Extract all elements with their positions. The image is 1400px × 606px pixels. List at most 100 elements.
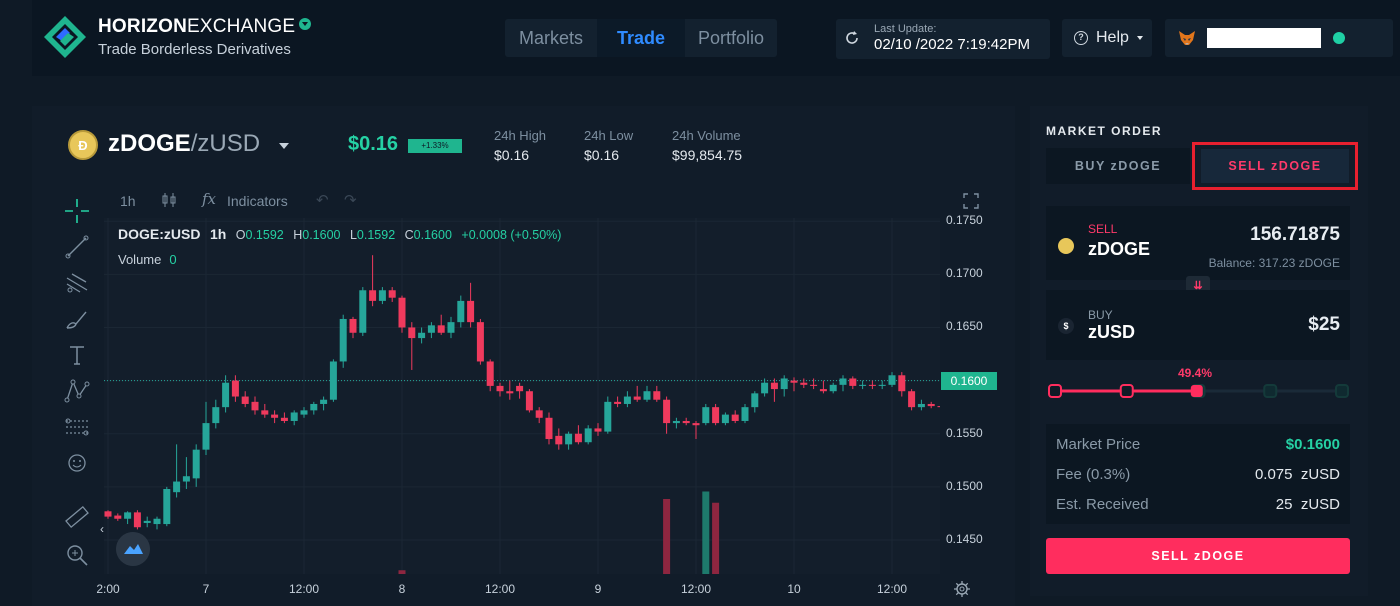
collapse-arrow-icon[interactable]: ‹ bbox=[100, 522, 104, 536]
sell-amount-box[interactable]: SELL zDOGE 156.71875 Balance: 317.23 zDO… bbox=[1046, 206, 1350, 280]
pattern-icon[interactable] bbox=[62, 376, 92, 406]
y-tick-label: 0.1500 bbox=[946, 478, 983, 493]
forecast-icon[interactable] bbox=[62, 412, 92, 442]
tradingview-logo-icon[interactable] bbox=[116, 532, 150, 566]
crosshair-icon[interactable] bbox=[62, 196, 92, 226]
buy-amount-input[interactable]: $25 bbox=[1308, 314, 1340, 335]
help-menu[interactable]: ? Help bbox=[1062, 19, 1152, 57]
price-change-badge: +1.33% bbox=[408, 139, 462, 153]
brand-dropdown-icon[interactable] bbox=[299, 18, 312, 30]
nav-portfolio[interactable]: Portfolio bbox=[697, 28, 765, 48]
fullscreen-icon[interactable] bbox=[962, 192, 980, 210]
slider-step-marker[interactable] bbox=[1119, 384, 1134, 398]
received-amount: 25 bbox=[1275, 496, 1293, 513]
candlestick-icon[interactable] bbox=[160, 191, 178, 209]
candle bbox=[408, 327, 416, 339]
candle bbox=[486, 361, 494, 386]
received-row: Est. Received 25 zUSD bbox=[1056, 496, 1340, 513]
candle bbox=[721, 414, 729, 424]
time-axis[interactable]: 2:00 7 12:00 8 12:00 9 12:00 10 12:00 bbox=[96, 576, 940, 606]
y-tick-label: 0.1550 bbox=[946, 425, 983, 440]
ohlc-change: +0.0008 (+0.50%) bbox=[461, 228, 562, 242]
brand-name[interactable]: HORIZONEXCHANGE bbox=[98, 16, 312, 38]
candlestick-chart[interactable] bbox=[104, 218, 940, 574]
indicators-button[interactable]: Indicators bbox=[227, 193, 288, 209]
brand-light: EXCHANGE bbox=[187, 16, 296, 37]
stat-24h-low: 24h Low $0.16 bbox=[584, 128, 633, 163]
slider-step-marker[interactable] bbox=[1048, 384, 1062, 398]
buy-amount-box[interactable]: $ BUY zUSD $25 bbox=[1046, 290, 1350, 360]
tab-sell[interactable]: SELL zDOGE bbox=[1201, 149, 1349, 183]
sell-kind-label: SELL bbox=[1088, 222, 1118, 236]
refresh-icon[interactable] bbox=[844, 30, 860, 46]
candle bbox=[222, 382, 230, 408]
market-price-row: Market Price $0.1600 bbox=[1056, 436, 1340, 453]
fee-amount: 0.075 bbox=[1254, 466, 1293, 483]
doge-coin-icon bbox=[1058, 238, 1074, 254]
price-chart[interactable]: DOGE:zUSD 1h O0.1592 H0.1600 L0.1592 C0.… bbox=[104, 218, 940, 574]
volume-legend: Volume 0 bbox=[118, 252, 177, 267]
stat-label: 24h Low bbox=[584, 128, 634, 143]
ruler-icon[interactable] bbox=[62, 502, 92, 532]
pair-quote: /zUSD bbox=[190, 130, 261, 157]
brush-icon[interactable] bbox=[62, 304, 92, 334]
candle bbox=[888, 375, 896, 385]
candle bbox=[878, 384, 886, 386]
slider-track[interactable] bbox=[1046, 366, 1356, 406]
nav-markets[interactable]: Markets bbox=[518, 28, 583, 48]
market-price-label: Market Price bbox=[1056, 436, 1141, 453]
candle bbox=[506, 391, 514, 394]
emoji-icon[interactable] bbox=[62, 448, 92, 478]
candle bbox=[643, 391, 651, 400]
connection-status-dot bbox=[1333, 32, 1345, 44]
candle bbox=[437, 325, 445, 333]
y-tick-label: 0.1450 bbox=[946, 531, 983, 546]
tab-buy[interactable]: BUY zDOGE bbox=[1046, 148, 1190, 184]
wallet-button[interactable] bbox=[1165, 19, 1393, 57]
gear-icon[interactable] bbox=[953, 580, 971, 598]
stat-24h-volume: 24h Volume $99,854.75 bbox=[672, 128, 742, 163]
candle bbox=[731, 414, 739, 421]
zoom-icon[interactable] bbox=[62, 540, 92, 570]
sell-amount-input[interactable]: 156.71875 bbox=[1250, 224, 1340, 245]
chevron-down-icon[interactable] bbox=[279, 143, 289, 149]
ohlc-close-value: 0.1600 bbox=[413, 228, 452, 242]
interval-button[interactable]: 1h bbox=[120, 193, 136, 209]
trend-line-icon[interactable] bbox=[62, 232, 92, 262]
candle bbox=[692, 423, 700, 426]
undo-icon[interactable]: ↶ bbox=[316, 192, 329, 209]
sell-submit-button[interactable]: SELL zDOGE bbox=[1046, 538, 1350, 574]
price-axis[interactable]: 0.1750 0.1700 0.1650 0.1550 0.1500 0.1450 0.16… bbox=[940, 213, 1015, 574]
last-update-value: 02/10 /2022 7:19:42PM bbox=[874, 36, 1030, 53]
slider-handle[interactable] bbox=[1190, 385, 1203, 397]
horizon-logo-icon[interactable] bbox=[42, 14, 88, 60]
x-tick-label: 7 bbox=[202, 582, 210, 596]
candle bbox=[241, 396, 249, 404]
doge-coin-icon: Ð bbox=[68, 130, 98, 160]
redo-icon[interactable]: ↷ bbox=[344, 192, 357, 209]
fee-row: Fee (0.3%) 0.075 zUSD bbox=[1056, 466, 1340, 483]
candle bbox=[418, 332, 426, 339]
text-icon[interactable] bbox=[62, 340, 92, 370]
nav-trade[interactable]: Trade bbox=[597, 19, 685, 57]
candle bbox=[663, 399, 671, 424]
stat-label: 24h Volume bbox=[672, 128, 741, 143]
buy-kind-label: BUY bbox=[1088, 308, 1113, 322]
volume-bar bbox=[663, 499, 671, 574]
candle bbox=[584, 428, 592, 443]
amount-slider[interactable]: 49.4% bbox=[1046, 366, 1356, 406]
slider-step-marker[interactable] bbox=[1335, 384, 1349, 398]
slider-step-marker[interactable] bbox=[1263, 384, 1278, 398]
top-bar: HORIZONEXCHANGE Trade Borderless Derivat… bbox=[32, 0, 1400, 76]
ohlc-close: C0.1600 bbox=[404, 228, 452, 242]
fib-icon[interactable] bbox=[62, 268, 92, 298]
fx-icon[interactable]: fx bbox=[202, 190, 217, 208]
fee-value: 0.075 zUSD bbox=[1255, 466, 1340, 483]
candle bbox=[839, 378, 847, 385]
candle bbox=[770, 382, 778, 390]
candle bbox=[868, 384, 876, 386]
ohlc-low-value: 0.1592 bbox=[356, 228, 396, 242]
x-tick-label: 12:00 bbox=[876, 582, 908, 596]
candle bbox=[467, 300, 475, 323]
pair-selector[interactable]: zDOGE/zUSD bbox=[108, 130, 260, 158]
